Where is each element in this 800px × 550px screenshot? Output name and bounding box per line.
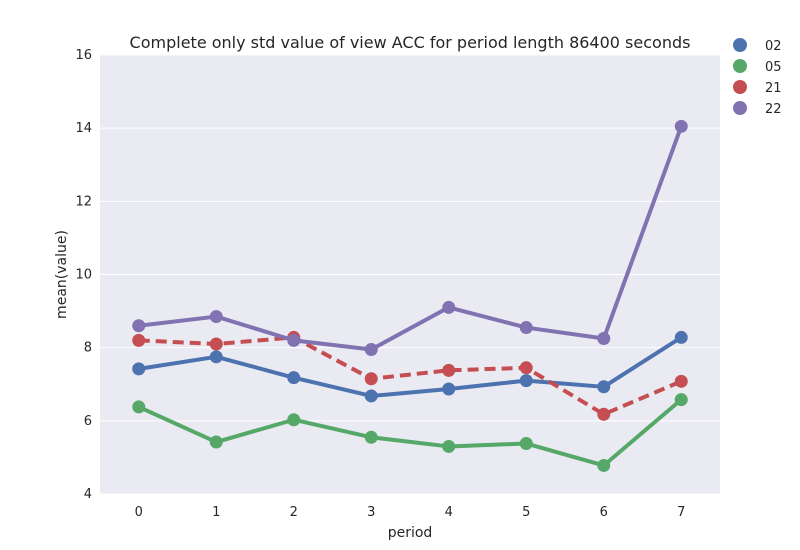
legend-label: 02 [765,39,782,54]
data-point-02 [364,389,378,403]
legend-marker-05 [733,59,747,73]
x-tick-label: 7 [677,505,685,520]
x-tick-label: 1 [212,505,220,520]
y-tick-label: 16 [75,48,92,63]
data-point-21 [597,407,611,421]
data-point-02 [287,371,301,385]
data-point-02 [209,350,223,364]
y-tick-label: 10 [75,268,92,283]
data-point-02 [132,362,146,376]
data-point-02 [674,330,688,344]
legend-marker-02 [733,38,747,52]
data-point-22 [674,119,688,133]
data-point-22 [287,333,301,347]
data-point-22 [132,319,146,333]
legend-marker-21 [733,80,747,94]
x-axis: 0 1 2 3 4 5 6 7 [135,505,686,520]
x-tick-label: 6 [600,505,608,520]
data-point-02 [442,382,456,396]
data-point-22 [209,310,223,324]
legend-label: 22 [765,102,782,117]
data-point-21 [132,333,146,347]
y-tick-label: 14 [75,121,92,136]
data-point-05 [209,435,223,449]
data-point-05 [674,393,688,407]
data-point-02 [597,380,611,394]
data-point-21 [209,337,223,351]
data-point-05 [287,413,301,427]
legend-marker-22 [733,101,747,115]
data-point-05 [519,437,533,451]
x-tick-label: 3 [367,505,375,520]
y-axis-title: mean(value) [54,230,70,319]
data-point-05 [364,430,378,444]
y-tick-label: 8 [84,341,92,356]
legend-label: 05 [765,60,782,75]
y-axis: 4 6 8 10 12 14 16 [75,48,92,502]
data-point-21 [442,363,456,377]
data-point-05 [597,458,611,472]
x-tick-label: 4 [445,505,453,520]
series-line-05 [137,398,683,468]
data-point-02 [519,374,533,388]
series-line-02 [138,335,683,398]
legend: 02 05 21 22 [733,38,782,117]
data-point-21 [519,361,533,375]
x-tick-label: 5 [522,505,530,520]
y-tick-label: 6 [84,414,92,429]
x-tick-label: 0 [135,505,143,520]
chart-title: Complete only std value of view ACC for … [130,33,691,52]
x-tick-label: 2 [290,505,298,520]
data-point-05 [132,400,146,414]
data-point-22 [519,321,533,335]
data-point-22 [364,342,378,356]
series-line-21 [138,335,683,417]
series-line-22 [138,125,684,352]
data-point-21 [674,374,688,388]
series-group [132,119,688,472]
data-point-05 [442,439,456,453]
gridlines [100,54,720,495]
data-point-21 [364,372,378,386]
data-point-22 [597,332,611,346]
data-point-22 [442,300,456,314]
y-tick-label: 12 [75,194,92,209]
x-axis-title: period [388,525,433,541]
y-tick-label: 4 [84,487,92,502]
legend-label: 21 [765,81,782,96]
